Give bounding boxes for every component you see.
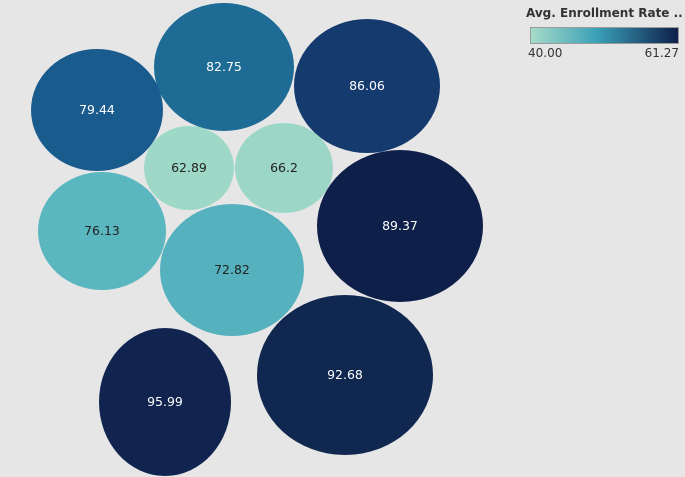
bubble-92-68[interactable]: 92.68 <box>257 295 433 455</box>
bubble-72-82[interactable]: 72.82 <box>160 204 304 336</box>
bubble-value-label: 76.13 <box>84 223 120 238</box>
bubble-value-label: 92.68 <box>327 367 363 382</box>
bubble-79-44[interactable]: 79.44 <box>31 49 163 171</box>
bubble-mark[interactable] <box>294 19 440 153</box>
bubble-mark[interactable] <box>317 150 483 302</box>
bubble-95-99[interactable]: 95.99 <box>99 328 231 476</box>
bubble-value-label: 95.99 <box>147 394 183 409</box>
bubble-mark[interactable] <box>99 328 231 476</box>
bubble-value-label: 62.89 <box>171 160 207 175</box>
bubble-mark[interactable] <box>38 172 166 290</box>
bubble-mark[interactable] <box>31 49 163 171</box>
bubble-value-label: 66.2 <box>270 160 298 175</box>
bubble-mark[interactable] <box>154 3 294 131</box>
bubble-mark[interactable] <box>235 123 333 213</box>
bubble-66-2[interactable]: 66.2 <box>235 123 333 213</box>
bubble-89-37[interactable]: 89.37 <box>317 150 483 302</box>
legend-title: Avg. Enrollment Rate .. <box>526 6 682 20</box>
bubble-value-label: 82.75 <box>206 59 242 74</box>
bubble-value-label: 72.82 <box>214 262 250 277</box>
legend-min-label: 40.00 <box>528 46 563 60</box>
bubble-mark[interactable] <box>144 126 234 210</box>
color-legend[interactable]: Avg. Enrollment Rate .. 40.00 61.27 <box>526 6 682 62</box>
bubble-mark[interactable] <box>257 295 433 455</box>
bubble-76-13[interactable]: 76.13 <box>38 172 166 290</box>
bubble-mark[interactable] <box>160 204 304 336</box>
bubble-value-label: 86.06 <box>349 78 385 93</box>
bubble-value-label: 79.44 <box>79 102 115 117</box>
legend-color-ramp <box>530 27 679 44</box>
bubble-82-75[interactable]: 82.75 <box>154 3 294 131</box>
bubble-value-label: 89.37 <box>382 218 418 233</box>
bubble-86-06[interactable]: 86.06 <box>294 19 440 153</box>
legend-max-label: 61.27 <box>644 46 679 60</box>
bubble-62-89[interactable]: 62.89 <box>144 126 234 210</box>
